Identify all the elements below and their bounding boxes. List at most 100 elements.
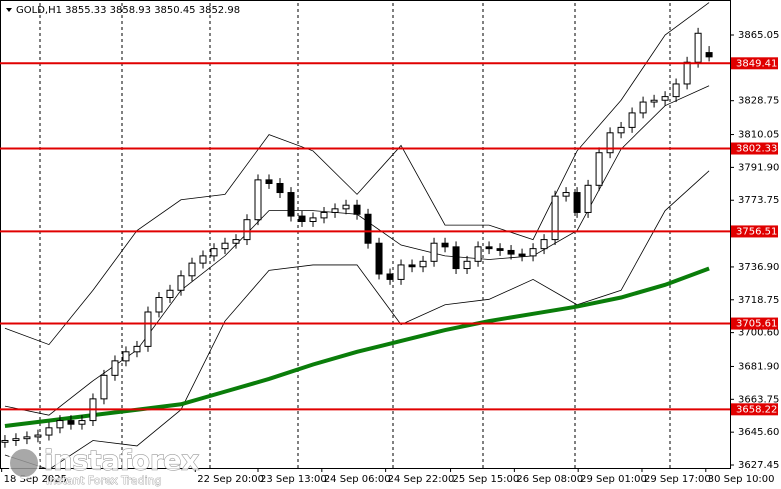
candle-body	[639, 101, 647, 114]
x-tick-label: 24 Sep 22:00	[388, 474, 455, 485]
x-tick-label: 23 Sep 13:00	[260, 474, 327, 485]
candle-body	[408, 264, 416, 268]
candle-body	[144, 311, 152, 347]
indicator-line	[4, 170, 710, 470]
candle-body	[672, 83, 680, 98]
level-label: 3658.22	[736, 404, 777, 415]
candle-body	[155, 297, 163, 313]
indicator-line	[4, 266, 710, 428]
candle-body	[650, 99, 658, 103]
x-tick-label: 30 Sep 10:00	[708, 474, 775, 485]
level-label-box	[731, 225, 778, 238]
x-tick-label: 25 Sep 15:00	[453, 474, 520, 485]
candle-body	[496, 248, 504, 251]
candle-body	[441, 242, 449, 248]
y-tick-label: 3736.90	[738, 262, 779, 273]
candle-body	[177, 275, 185, 291]
y-tick-label: 3791.90	[738, 162, 779, 173]
candle-body	[265, 179, 273, 184]
y-tick-label: 3663.75	[738, 394, 779, 405]
candle-body	[353, 204, 361, 215]
y-tick-label: 3681.90	[738, 361, 779, 372]
menu-arrow	[6, 8, 12, 12]
candle-body	[210, 248, 218, 257]
candle-body	[463, 260, 471, 270]
candle-body	[320, 211, 328, 219]
candle-body	[628, 112, 636, 128]
candle-body	[188, 262, 196, 277]
candle-body	[595, 152, 603, 186]
y-tick-label: 3828.75	[738, 96, 779, 107]
x-tick-label: 24 Sep 06:00	[324, 474, 391, 485]
candle-body	[419, 260, 427, 268]
candle-body	[551, 195, 559, 241]
candle-body	[683, 61, 691, 85]
candle-body	[397, 264, 405, 280]
candle-body	[386, 273, 394, 280]
candle-body	[23, 436, 31, 440]
candle-body	[573, 192, 581, 213]
candle-body	[221, 242, 229, 250]
candle-body	[375, 242, 383, 275]
x-tick-label: 26 Sep 08:00	[516, 474, 583, 485]
candle-body	[705, 52, 713, 58]
candle-body	[694, 32, 702, 63]
candle-body	[474, 246, 482, 262]
indicator-line	[4, 2, 710, 346]
candle-body	[34, 434, 42, 438]
level-label: 3802.33	[736, 144, 777, 155]
level-label-box	[731, 57, 778, 70]
y-tick-label: 3627.45	[738, 460, 779, 471]
level-label: 3705.61	[736, 319, 777, 330]
candle-body	[331, 208, 339, 213]
candle-body	[540, 239, 548, 250]
candle-body	[661, 96, 669, 101]
candle-body	[287, 192, 295, 217]
candle-body	[430, 242, 438, 262]
candle-body	[45, 427, 53, 436]
watermark-logo	[8, 447, 40, 479]
level-label-box	[731, 403, 778, 416]
y-tick-label: 3865.05	[738, 30, 779, 41]
candle-body	[199, 255, 207, 264]
watermark-brand: instaforex	[44, 446, 199, 477]
level-label: 3756.51	[736, 226, 777, 237]
plot-frame	[0, 0, 731, 469]
candle-body	[309, 217, 317, 223]
candle-body	[298, 215, 306, 223]
candle-body	[56, 420, 64, 429]
level-label-box	[731, 317, 778, 330]
candle-body	[78, 420, 86, 425]
candle-body	[562, 192, 570, 197]
x-tick-label: 18 Sep 2025	[4, 474, 67, 485]
candle-body	[232, 239, 240, 244]
candle-body	[1, 439, 9, 443]
candle-body	[342, 204, 350, 210]
candle-body	[584, 184, 592, 213]
x-tick-label: 29 Sep 17:00	[644, 474, 711, 485]
candle-body	[122, 351, 130, 362]
candle-body	[67, 420, 75, 425]
watermark-tagline: Instant Forex Trading	[46, 474, 162, 487]
candle-body	[12, 438, 20, 441]
candle-body	[111, 360, 119, 376]
y-tick-label: 3718.75	[738, 295, 779, 306]
candle-body	[518, 253, 526, 257]
candle-body	[254, 179, 262, 221]
candle-body	[507, 249, 515, 255]
y-tick-label: 3773.75	[738, 195, 779, 206]
candle-body	[166, 289, 174, 299]
y-tick-label: 3810.05	[738, 130, 779, 141]
y-tick-label: 3645.60	[738, 427, 779, 438]
candle-body	[617, 126, 625, 134]
candle-body	[243, 219, 251, 241]
candle-body	[485, 246, 493, 250]
candle-body	[276, 182, 284, 194]
candle-body	[452, 246, 460, 270]
level-label-box	[731, 142, 778, 155]
candle-body	[133, 345, 141, 353]
candle-body	[364, 213, 372, 244]
